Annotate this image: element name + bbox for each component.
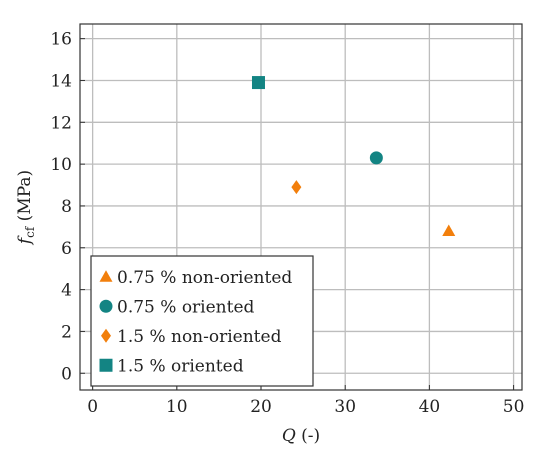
x-tick-label: 0 <box>87 397 98 417</box>
x-tick-label: 40 <box>419 397 441 417</box>
y-tick-label: 6 <box>61 239 72 259</box>
legend-marker-diamond <box>101 328 111 343</box>
y-tick-label: 14 <box>50 71 72 91</box>
legend-label: 0.75 % non-oriented <box>117 268 292 288</box>
x-tick-label: 50 <box>503 397 525 417</box>
x-tick-label: 20 <box>250 397 272 417</box>
data-point-square <box>251 76 265 90</box>
y-axis-label: fcf (MPa) <box>15 170 37 246</box>
y-tick-label: 4 <box>61 281 72 301</box>
y-tick-label: 0 <box>61 364 72 384</box>
x-tick-label: 30 <box>334 397 356 417</box>
plot-frame <box>79 23 523 391</box>
y-tick-label: 8 <box>61 197 72 217</box>
tick-labels: 0 10 20 30 40 50 0 2 4 6 8 10 12 14 16 <box>50 30 524 417</box>
legend-marker-triangle <box>99 270 113 282</box>
data-point-circle <box>369 151 383 165</box>
legend-marker-square <box>99 358 113 372</box>
data-point-diamond <box>291 180 302 195</box>
y-tick-label: 2 <box>61 322 72 342</box>
legend-marker-circle <box>99 299 113 313</box>
data-points <box>251 76 456 237</box>
y-tick-label: 12 <box>50 113 72 133</box>
y-tick-label: 10 <box>50 155 72 175</box>
legend-label: 1.5 % non-oriented <box>117 327 282 347</box>
y-tick-label: 16 <box>50 30 72 50</box>
legend-label: 0.75 % oriented <box>117 297 255 317</box>
x-tick-label: 10 <box>166 397 188 417</box>
legend-box <box>90 255 314 387</box>
data-point-triangle <box>442 224 456 237</box>
legend: 0.75 % non-oriented 0.75 % oriented 1.5 % … <box>90 255 314 387</box>
x-axis-label: Q (-) <box>282 426 320 446</box>
legend-label: 1.5 % oriented <box>117 356 244 376</box>
